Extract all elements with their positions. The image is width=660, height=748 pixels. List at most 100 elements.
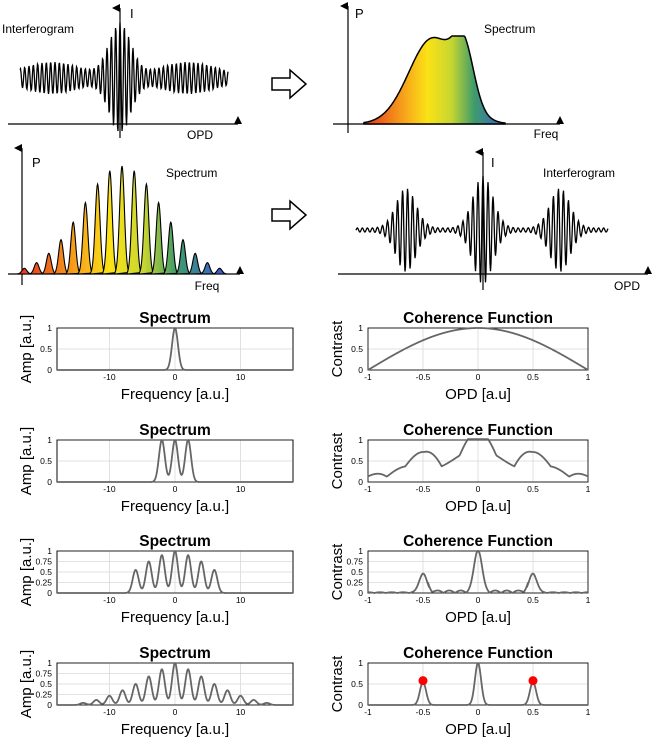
x-tick-label: -10: [103, 595, 116, 605]
comb-tooth: [151, 200, 167, 275]
y-axis-label: Amp [a.u.]: [18, 315, 35, 383]
x-tick-label: -1: [364, 484, 372, 494]
comb-tooth: [163, 220, 179, 275]
x-tick-label: 0: [173, 372, 178, 382]
interferogram-wave: [19, 22, 229, 132]
x-tick-label: -1: [364, 707, 372, 717]
y-tick-label: 0: [47, 700, 52, 710]
x-axis-label: OPD [a.u]: [445, 721, 511, 738]
x-tick-label: 0: [476, 595, 481, 605]
highlight-marker: [418, 676, 428, 686]
x-axis-label: OPD: [187, 128, 213, 142]
x-tick-label: 10: [236, 484, 246, 494]
x-tick-label: -0.5: [416, 595, 431, 605]
data-series-line: [367, 438, 589, 478]
chart-panel: -10 0 10 0 0.5 1 Spectrum Frequency [a.u.] Amp […: [18, 310, 294, 403]
y-tick-label: 0.5: [40, 679, 52, 689]
interferogram-wave: [355, 175, 609, 283]
x-tick-label: -1: [364, 595, 372, 605]
y-tick-label: 0.75: [346, 557, 363, 567]
comb-tooth: [77, 200, 94, 275]
y-tick-label: 1: [47, 323, 52, 333]
data-series-line: [367, 327, 589, 371]
chart-panel: -1 -0.5 0 0.5 1 0 0.5 1 Coherence Function OPD [a…: [329, 422, 591, 515]
x-tick-label: 0: [173, 707, 178, 717]
x-tick-label: 0.5: [527, 372, 539, 382]
x-tick-label: 10: [236, 707, 246, 717]
y-tick-label: 1: [47, 435, 52, 445]
comb-tooth: [102, 170, 118, 275]
panel-caption: Spectrum: [484, 22, 535, 36]
panel-caption: Interferogram: [2, 22, 74, 36]
x-axis-label: OPD [a.u]: [445, 386, 511, 403]
data-series-line: [57, 326, 293, 371]
transform-arrow-icon: [271, 68, 308, 100]
y-tick-label: 0: [47, 477, 52, 487]
y-tick-label: 0: [358, 700, 363, 710]
x-tick-label: 0.5: [527, 595, 539, 605]
panel-interferogram-second: I OPD Interferogram: [338, 148, 652, 293]
x-tick-label: 0: [173, 595, 178, 605]
y-tick-label: 0.5: [351, 567, 363, 577]
y-tick-label: 1: [358, 435, 363, 445]
y-tick-label: 0.75: [35, 669, 52, 679]
y-axis-label: I: [130, 6, 134, 21]
chart-panel: -1 -0.5 0 0.5 1 0 0.5 1 Coherence Function OPD [a…: [329, 645, 591, 738]
chart-panel: -1 -0.5 0 0.5 1 0 0.5 1 Coherence Function OPD [a…: [329, 310, 591, 403]
y-tick-label: 0: [47, 588, 52, 598]
chart-title: Spectrum: [139, 310, 211, 327]
comb-tooth: [53, 238, 70, 275]
x-tick-label: 10: [236, 372, 246, 382]
y-tick-label: 0.25: [35, 690, 52, 700]
panel-spectrum-top: P Freq Spectrum: [333, 2, 564, 141]
x-tick-label: -10: [103, 484, 116, 494]
y-axis-label: Amp [a.u.]: [18, 427, 35, 495]
comb-tooth: [114, 165, 130, 275]
y-tick-label: 0: [358, 588, 363, 598]
comb-tooth: [126, 170, 143, 275]
y-tick-label: 0.5: [351, 679, 363, 689]
y-tick-label: 1: [358, 323, 363, 333]
data-series-line: [368, 549, 588, 594]
x-tick-label: -0.5: [416, 707, 431, 717]
y-tick-label: 0.25: [346, 578, 363, 588]
comb-tooth: [90, 181, 106, 275]
comb-tooth: [65, 220, 82, 275]
data-series-line: [57, 549, 293, 594]
x-axis-label: Frequency [a.u.]: [121, 386, 229, 403]
x-axis-label: Freq: [534, 127, 559, 141]
x-tick-label: 0: [476, 707, 481, 717]
x-axis-label: OPD: [614, 279, 640, 293]
x-axis-label: Frequency [a.u.]: [121, 609, 229, 626]
x-tick-label: -10: [103, 707, 116, 717]
comb-tooth: [138, 181, 155, 275]
y-axis-label: Contrast: [329, 655, 346, 713]
y-tick-label: 0.5: [351, 344, 363, 354]
comb-tooth: [212, 267, 227, 275]
y-tick-label: 1: [47, 658, 52, 668]
x-axis-label: Frequency [a.u.]: [121, 498, 229, 515]
y-axis-label: Amp [a.u.]: [18, 650, 35, 718]
x-tick-label: -10: [103, 372, 116, 382]
y-axis-label: I: [491, 155, 495, 170]
highlight-marker: [528, 676, 538, 686]
panel-caption: Spectrum: [166, 166, 217, 180]
comb-tooth: [199, 261, 215, 275]
y-tick-label: 0: [358, 477, 363, 487]
comb-tooth: [187, 252, 203, 275]
x-tick-label: -0.5: [416, 372, 431, 382]
y-tick-label: 0.5: [40, 456, 52, 466]
chart-title: Spectrum: [139, 533, 211, 550]
data-series-line: [57, 438, 293, 483]
chart-title: Spectrum: [139, 422, 211, 439]
y-tick-label: 0.25: [35, 578, 52, 588]
y-tick-label: 0.5: [40, 567, 52, 577]
x-axis-label: OPD [a.u]: [445, 498, 511, 515]
y-axis-label: Contrast: [329, 543, 346, 601]
y-axis-label: P: [355, 6, 364, 21]
chart-title: Coherence Function: [403, 533, 553, 550]
comb-tooth: [41, 252, 57, 275]
comb-tooth: [29, 261, 44, 275]
